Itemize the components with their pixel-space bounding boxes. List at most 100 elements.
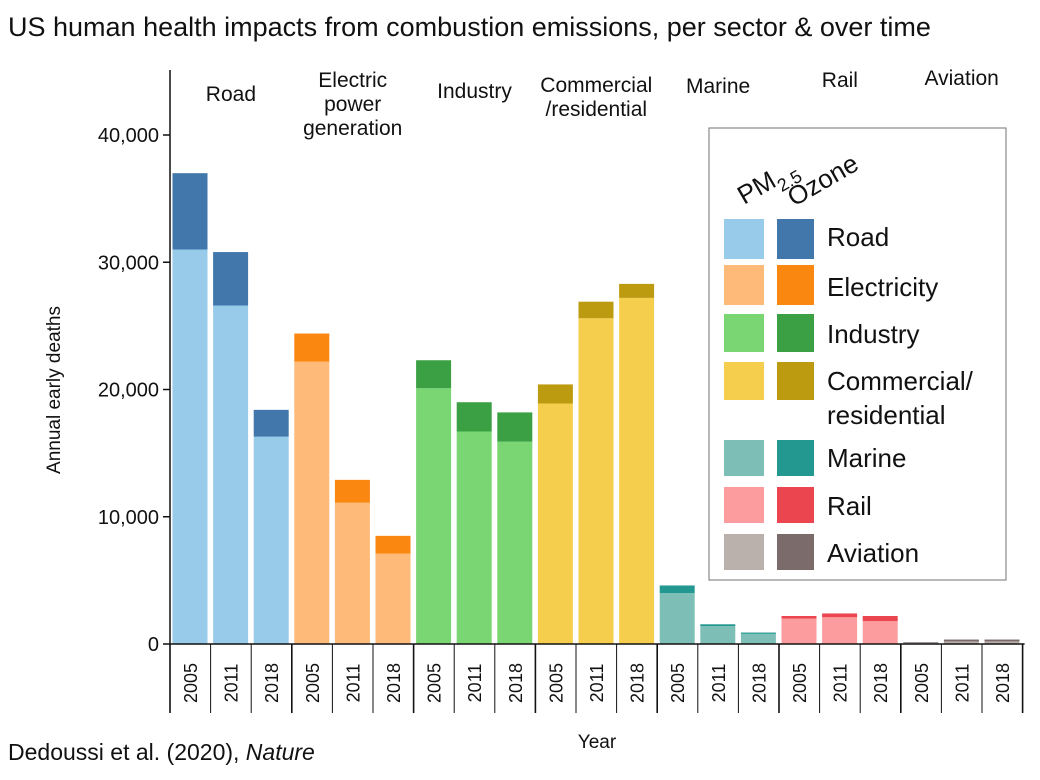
legend-label: Electricity <box>827 272 938 302</box>
bar-pm25-electricity-2018 <box>375 553 411 644</box>
year-label: 2018 <box>628 663 648 703</box>
year-label: 2005 <box>790 663 810 703</box>
year-label: 2018 <box>993 663 1013 703</box>
year-label: 2018 <box>262 663 282 703</box>
sector-labels: Road Electric power generation Industry Comme… <box>206 67 999 140</box>
bar-ozone-rail-2018 <box>862 616 898 622</box>
year-label: 2005 <box>181 663 201 703</box>
year-label: 2005 <box>303 663 323 703</box>
bar-pm25-rail-2005 <box>781 618 817 644</box>
bar-pm25-commercial-residential-2018 <box>619 297 655 644</box>
bars-layer <box>172 173 1020 644</box>
year-label: 2011 <box>587 664 607 703</box>
sector-label-line: generation <box>303 117 402 140</box>
legend-label: Road <box>827 222 889 252</box>
sector-label-line: Rail <box>822 69 858 92</box>
sector-label-line: Industry <box>437 80 512 103</box>
legend-label: Aviation <box>827 538 919 568</box>
bar-ozone-commercial-residential-2018 <box>619 283 655 298</box>
bar-pm25-electricity-2011 <box>334 502 370 644</box>
legend-label: Commercial/ <box>827 366 974 396</box>
sector-label-line: Commercial <box>540 74 652 97</box>
bar-ozone-electricity-2005 <box>294 333 330 362</box>
bar-pm25-road-2018 <box>253 436 289 644</box>
bar-ozone-commercial-residential-2011 <box>578 301 614 319</box>
legend-swatch-ozone-road <box>777 219 814 259</box>
bar-ozone-electricity-2011 <box>334 479 370 503</box>
bar-ozone-industry-2011 <box>456 402 492 432</box>
credit-authors: Dedoussi et al. (2020), <box>8 739 246 765</box>
bar-pm25-marine-2011 <box>700 626 736 644</box>
sector-label-commercial-residential: Commercial/residential <box>540 74 652 121</box>
credit-journal: Nature <box>246 739 315 765</box>
bar-pm25-electricity-2005 <box>294 361 330 644</box>
bar-ozone-marine-2011 <box>700 624 736 627</box>
year-label: 2011 <box>343 664 363 703</box>
bar-ozone-electricity-2018 <box>375 535 411 554</box>
axes-layer: 2005 2011 2018 2005 2011 2018 2005 2011 2018 2005… <box>98 70 1025 713</box>
sector-label-road: Road <box>206 83 256 106</box>
legend-label: Rail <box>827 491 872 521</box>
y-tick-label: 0 <box>148 634 159 656</box>
bar-pm25-rail-2011 <box>822 617 858 644</box>
year-label: 2018 <box>749 663 769 703</box>
bar-ozone-rail-2011 <box>822 613 858 618</box>
y-tick-label: 40,000 <box>98 125 159 147</box>
bar-pm25-marine-2018 <box>740 633 776 644</box>
bar-pm25-marine-2005 <box>659 593 695 644</box>
legend-swatch-ozone-rail <box>777 487 814 523</box>
legend-swatch-pm25-industry <box>724 314 764 352</box>
sector-label-line: Road <box>206 83 256 106</box>
legend-swatch-pm25-marine <box>724 440 764 476</box>
legend-swatch-pm25-aviation <box>724 534 764 570</box>
y-tick-label: 10,000 <box>98 507 159 529</box>
legend-swatch-ozone-marine <box>777 440 814 476</box>
bar-pm25-road-2005 <box>172 249 208 644</box>
x-axis-label: Year <box>578 732 617 753</box>
year-label: 2011 <box>952 664 972 703</box>
sector-label-electricity: Electric power generation <box>303 69 402 140</box>
bar-ozone-commercial-residential-2005 <box>537 384 573 404</box>
bar-pm25-aviation-2011 <box>943 641 979 644</box>
y-axis-label: Annual early deaths <box>44 306 65 474</box>
bar-pm25-industry-2011 <box>456 431 492 644</box>
year-label: 2018 <box>871 663 891 703</box>
year-label: 2018 <box>384 663 404 703</box>
year-label: 2005 <box>912 663 932 703</box>
sector-label-line: Marine <box>686 75 750 98</box>
sector-label-aviation: Aviation <box>925 67 999 90</box>
bar-ozone-aviation-2005 <box>903 642 939 643</box>
sector-label-rail: Rail <box>822 69 858 92</box>
legend-label: residential <box>827 400 946 430</box>
legend-swatch-ozone-electricity <box>777 265 814 305</box>
bar-ozone-aviation-2011 <box>943 639 979 642</box>
bar-ozone-industry-2005 <box>416 360 452 389</box>
legend: PM2.5OzoneRoadElectricityIndustryCommerc… <box>708 127 1007 581</box>
legend-swatch-pm25-road <box>724 219 764 259</box>
year-label: 2011 <box>709 664 729 703</box>
legend-swatch-ozone-commercial-residential <box>777 362 814 400</box>
bar-pm25-rail-2018 <box>862 621 898 644</box>
bar-pm25-road-2011 <box>213 305 249 644</box>
bar-ozone-road-2005 <box>172 173 208 250</box>
year-label: 2011 <box>222 664 242 703</box>
bar-ozone-marine-2005 <box>659 585 695 594</box>
legend-swatch-pm25-rail <box>724 487 764 523</box>
sector-label-line: Aviation <box>925 67 999 90</box>
year-label: 2011 <box>465 664 485 703</box>
legend-label: Industry <box>827 319 920 349</box>
sector-label-industry: Industry <box>437 80 512 103</box>
bar-ozone-rail-2005 <box>781 616 817 619</box>
legend-swatch-ozone-aviation <box>777 534 814 570</box>
sector-label-line: Electric <box>318 69 387 92</box>
bar-ozone-marine-2018 <box>740 632 776 634</box>
year-label: 2005 <box>546 663 566 703</box>
legend-swatch-pm25-electricity <box>724 265 764 305</box>
sector-label-marine: Marine <box>686 75 750 98</box>
y-tick-label: 20,000 <box>98 380 159 402</box>
bar-ozone-road-2018 <box>253 409 289 437</box>
bar-ozone-industry-2018 <box>497 412 533 442</box>
bar-ozone-aviation-2018 <box>984 639 1020 642</box>
